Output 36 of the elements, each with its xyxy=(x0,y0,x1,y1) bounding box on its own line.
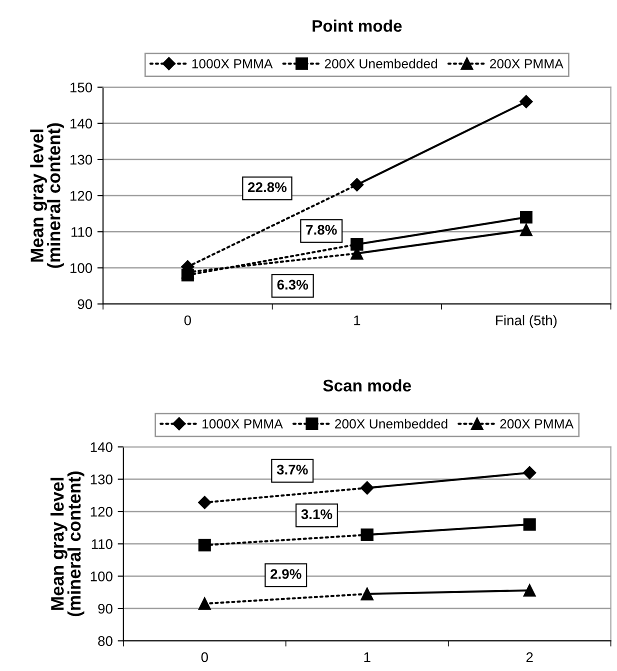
legend-label: 1000X PMMA xyxy=(192,59,273,68)
x-tick-label: 0 xyxy=(201,652,208,662)
legend-label: 200X Unembedded xyxy=(335,418,448,429)
y-tick-label: 90 xyxy=(98,604,112,614)
annotation: 7.8% xyxy=(306,224,337,235)
annotation: 3.7% xyxy=(276,464,308,475)
annotation: 6.3% xyxy=(277,280,308,290)
legend-label: 200X PMMA xyxy=(490,59,564,68)
y-tick-label: 150 xyxy=(70,82,92,92)
x-tick-label: 2 xyxy=(526,652,533,662)
x-tick-label: 1 xyxy=(364,652,370,662)
y-tick-label: 130 xyxy=(90,474,112,484)
y-tick-label: 120 xyxy=(70,190,92,201)
y-tick-label: 140 xyxy=(70,118,92,129)
chart-title: Scan mode xyxy=(323,379,412,392)
chart-title: Point mode xyxy=(312,20,402,32)
x-tick-label: Final (5th) xyxy=(496,315,557,328)
y-tick-label: 80 xyxy=(98,636,112,646)
y-tick-label: 120 xyxy=(90,506,112,517)
y-tick-label: 130 xyxy=(70,154,92,165)
y-tick-label: 140 xyxy=(90,442,112,452)
legend-label: 1000X PMMA xyxy=(202,419,283,429)
x-tick-label: 1 xyxy=(354,316,360,326)
y-axis-title: Mean gray level (mineral content) xyxy=(50,472,84,616)
y-tick-label: 100 xyxy=(90,572,112,582)
annotation: 2.9% xyxy=(270,569,302,579)
x-tick-label: 0 xyxy=(184,315,191,326)
y-axis-title: Mean gray level (mineral content) xyxy=(30,123,64,268)
y-tick-label: 100 xyxy=(70,263,92,274)
legend-label: 200X Unembedded xyxy=(324,58,438,68)
annotation: 22.8% xyxy=(248,182,287,192)
y-tick-label: 110 xyxy=(92,539,112,550)
y-tick-label: 110 xyxy=(72,227,92,237)
legend-label: 200X PMMA xyxy=(500,419,574,429)
y-tick-label: 90 xyxy=(78,299,92,310)
annotation: 3.1% xyxy=(301,509,332,520)
